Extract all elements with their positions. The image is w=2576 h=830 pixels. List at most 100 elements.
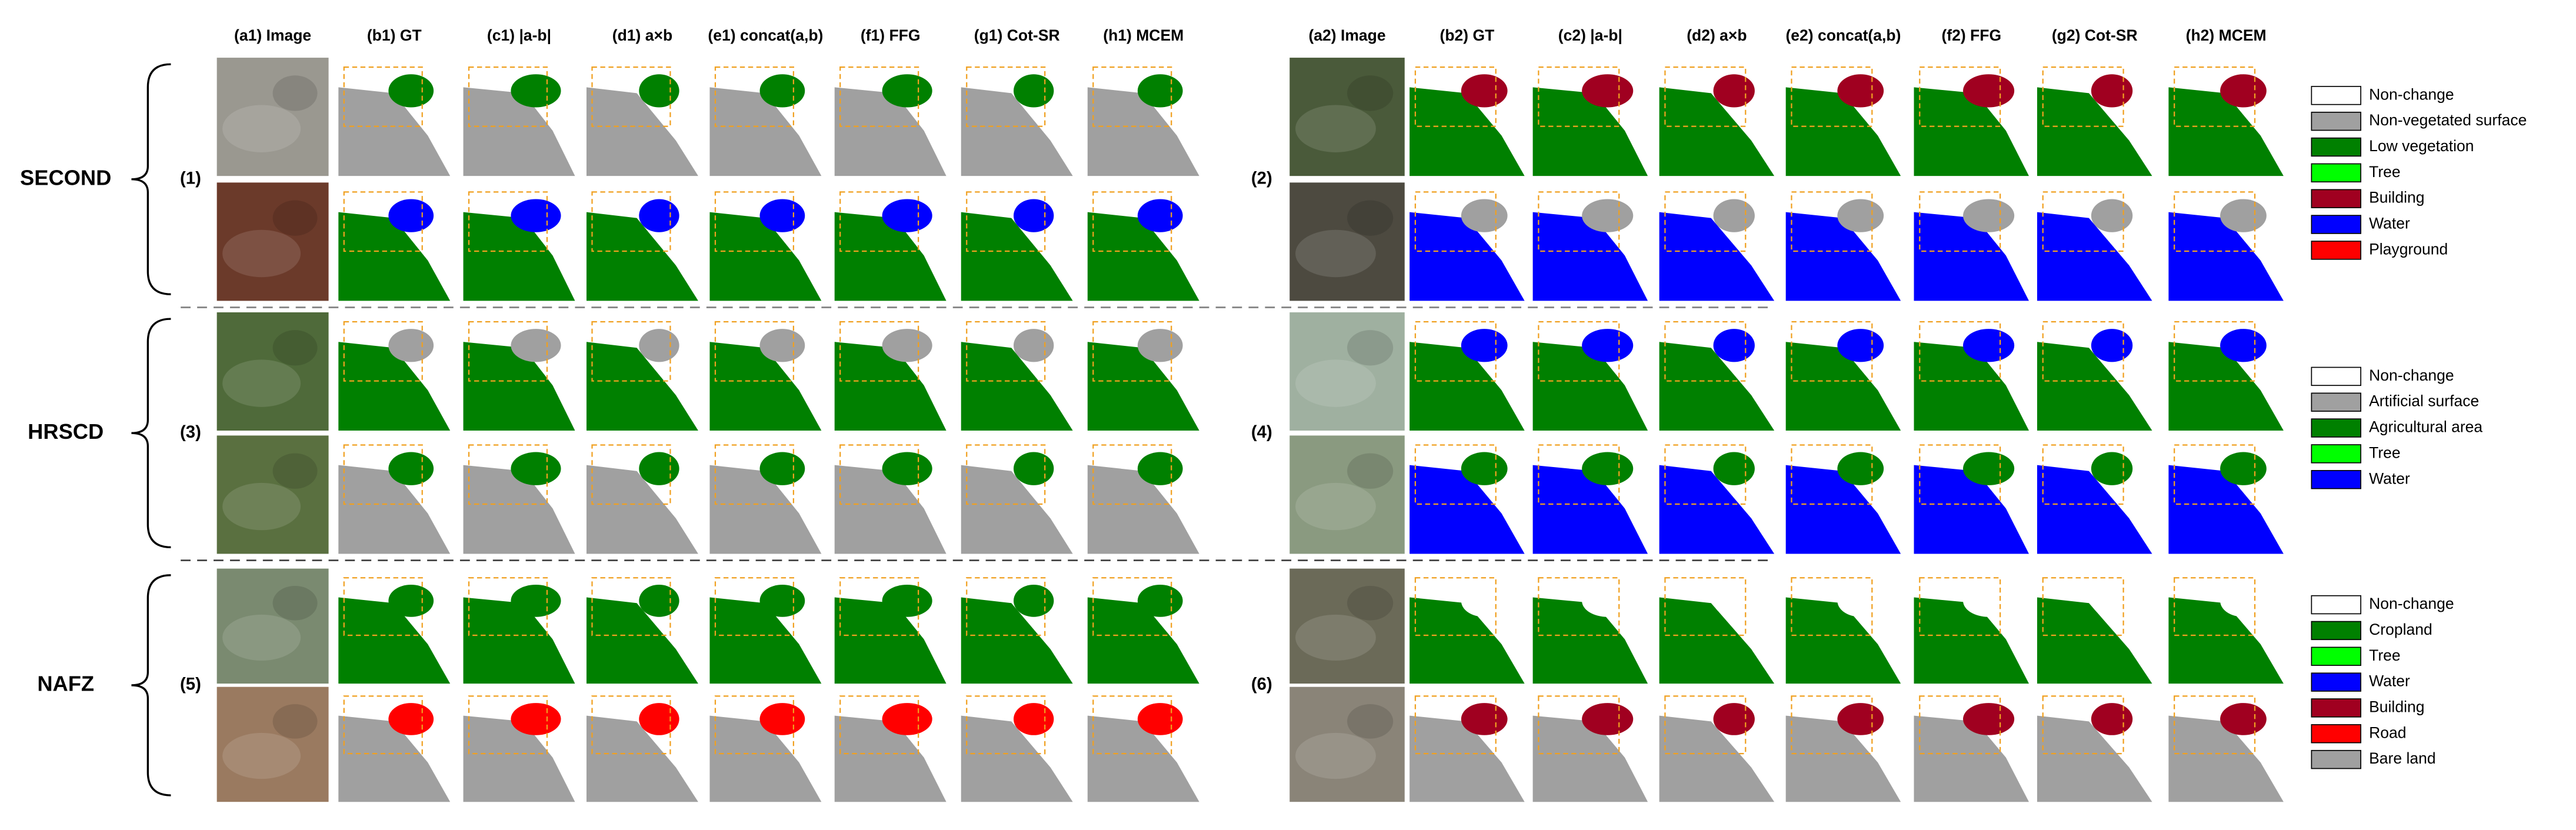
map-tile [1659,58,1775,176]
legend-label: Tree [2369,646,2401,664]
map-tile [1532,182,1648,301]
region [759,199,805,232]
region [1963,74,2015,108]
region [338,212,451,301]
highlight-box [1664,577,1747,636]
region [709,212,822,301]
brace [131,318,171,548]
highlight-box [1919,321,2001,382]
map-tile [709,686,822,802]
region [1837,584,1884,617]
map-tile [1914,312,2030,431]
region [639,584,679,617]
map-tile [1409,435,1525,554]
region [1137,199,1183,232]
legend-label: Non-change [2369,366,2454,384]
photo-texture [1295,614,1376,661]
region [1532,87,1648,176]
region [511,703,561,735]
legend-label: Non-change [2369,595,2454,612]
region [2220,703,2267,735]
region [2091,74,2133,108]
photo [216,58,329,176]
map-tile [1087,435,1199,554]
photo-texture [1347,330,1394,366]
highlight-box [839,321,919,382]
photo-texture [222,229,301,278]
highlight-box [2042,577,2124,636]
region [834,87,947,176]
region [2220,584,2267,617]
region [639,703,679,735]
highlight-box [839,444,919,505]
region [1659,715,1775,802]
region [1087,87,1199,176]
region [338,715,451,802]
photo-texture [272,75,318,111]
map-tile [1409,568,1525,684]
highlight-box [2174,695,2256,755]
highlight-box [1414,66,1497,127]
highlight-box [714,577,795,636]
region [882,452,932,485]
region [511,452,561,485]
map-tile [586,686,698,802]
highlight-box [1414,191,1497,252]
highlight-box [468,577,548,636]
highlight-box [2042,321,2124,382]
region [1837,452,1884,485]
region [338,342,451,431]
map-tile [1409,686,1525,802]
map-tile [463,182,575,301]
highlight-box [714,66,795,127]
legend-swatch [2311,366,2361,386]
legend-label: Playground [2369,240,2448,258]
column-header: (b2) GT [1440,26,1495,44]
legend-swatch [2311,698,2361,718]
legend-label: Tree [2369,444,2401,461]
photo-texture [1347,75,1394,111]
photo [216,435,329,554]
highlight-box [1791,191,1873,252]
region [1785,715,1901,802]
region [1409,212,1525,301]
region [1785,597,1901,684]
map-tile [1087,182,1199,301]
region [1713,199,1755,232]
map-tile [2037,312,2152,431]
map-tile [2037,435,2152,554]
image-tile [216,312,329,431]
row-label: (4) [1251,422,1272,442]
map-tile [1532,435,1648,554]
region [759,74,805,108]
region [759,452,805,485]
highlight-box [966,444,1046,505]
column-header: (c2) |a-b| [1558,26,1622,44]
image-tile [216,435,329,554]
legend-swatch [2311,621,2361,641]
photo [1289,435,1405,554]
column-header: (g1) Cot-SR [974,26,1060,44]
region [1532,715,1648,802]
map-tile [463,686,575,802]
highlight-box [343,444,423,505]
legend-swatch [2311,646,2361,666]
highlight-box [591,577,671,636]
region [1137,703,1183,735]
highlight-box [591,191,671,252]
photo-texture [1347,200,1394,236]
region [1409,342,1525,431]
highlight-box [1664,321,1747,382]
region [511,584,561,617]
highlight-box [2042,695,2124,755]
region [338,465,451,554]
region [388,452,434,485]
map-tile [1532,58,1648,176]
highlight-box [1919,66,2001,127]
region [2168,212,2284,301]
legend-swatch [2311,137,2361,157]
region [1914,342,2030,431]
photo [216,182,329,301]
